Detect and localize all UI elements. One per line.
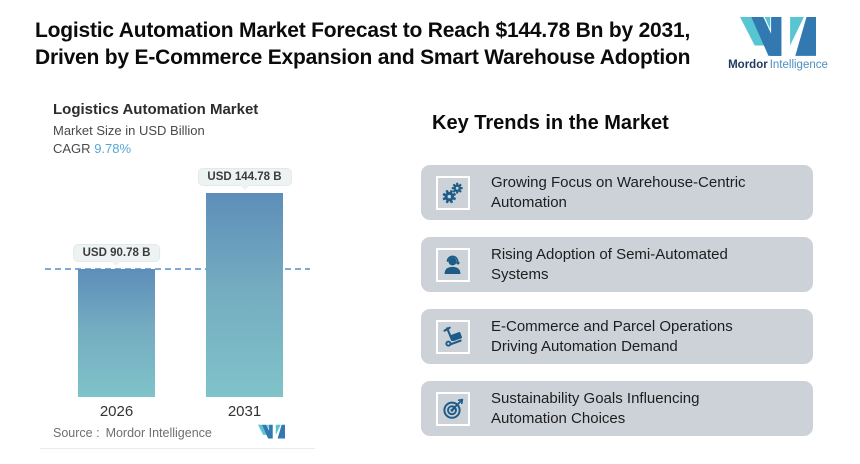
trend-icon-tile bbox=[436, 175, 470, 210]
bar-plot-area: USD 90.78 B USD 144.78 B bbox=[40, 168, 340, 397]
chart-cagr: CAGR 9.78% bbox=[53, 141, 131, 156]
headset-person-icon bbox=[444, 255, 461, 274]
trend-cards: Growing Focus on Warehouse-Centric Autom… bbox=[421, 165, 813, 436]
trend-card-1: Growing Focus on Warehouse-Centric Autom… bbox=[421, 165, 813, 220]
trend-text: E-Commerce and Parcel Operations Driving… bbox=[491, 317, 733, 355]
brand-wordmark: Mordor Intelligence bbox=[722, 59, 834, 71]
hand-truck-icon bbox=[443, 326, 463, 347]
bottom-divider bbox=[40, 448, 315, 449]
chart-title: Logistics Automation Market bbox=[53, 101, 259, 118]
source-row: Source : Mordor Intelligence bbox=[53, 424, 315, 442]
bar-2031 bbox=[206, 193, 283, 397]
trend-text: Rising Adoption of Semi-Automated System… bbox=[491, 245, 728, 283]
bar-value-label-2026: USD 90.78 B bbox=[72, 244, 161, 262]
reference-dashed-line bbox=[45, 268, 310, 270]
page-title-line-1: Logistic Automation Market Forecast to R… bbox=[35, 19, 691, 42]
trend-icon-tile bbox=[436, 247, 470, 282]
chart-subtitle: Market Size in USD Billion bbox=[53, 123, 205, 138]
bar-value-label-2031: USD 144.78 B bbox=[197, 168, 292, 186]
brand-logo: Mordor Intelligence bbox=[722, 15, 834, 71]
trend-icon-tile bbox=[436, 319, 470, 354]
trend-card-4: Sustainability Goals Influencing Automat… bbox=[421, 381, 813, 436]
source-value: Mordor Intelligence bbox=[105, 426, 212, 440]
page-title-line-2: Driven by E-Commerce Expansion and Smart… bbox=[35, 46, 691, 69]
trends-heading: Key Trends in the Market bbox=[432, 112, 669, 134]
trend-card-3: E-Commerce and Parcel Operations Driving… bbox=[421, 309, 813, 364]
trend-text: Growing Focus on Warehouse-Centric Autom… bbox=[491, 173, 746, 211]
x-axis-label-2031: 2031 bbox=[227, 403, 262, 420]
page-title: Logistic Automation Market Forecast to R… bbox=[35, 17, 735, 71]
brand-name-light: Intelligence bbox=[769, 59, 828, 71]
x-axis-label-2026: 2026 bbox=[99, 403, 134, 420]
bar-2026 bbox=[78, 269, 155, 397]
trend-card-2: Rising Adoption of Semi-Automated System… bbox=[421, 237, 813, 292]
source-label: Source : bbox=[53, 426, 100, 440]
trend-icon-tile bbox=[436, 391, 470, 426]
trend-text: Sustainability Goals Influencing Automat… bbox=[491, 389, 700, 427]
cagr-value: 9.78% bbox=[94, 141, 132, 156]
mordor-logo-icon bbox=[740, 17, 816, 56]
target-arrow-icon bbox=[443, 398, 464, 419]
cagr-label: CAGR bbox=[53, 141, 91, 156]
source-text: Source : Mordor Intelligence bbox=[53, 426, 212, 440]
brand-name-bold: Mordor bbox=[728, 59, 768, 71]
mordor-logo-mini-icon bbox=[258, 424, 285, 439]
market-size-chart: Logistics Automation Market Market Size … bbox=[40, 95, 340, 464]
gears-icon bbox=[442, 182, 463, 203]
